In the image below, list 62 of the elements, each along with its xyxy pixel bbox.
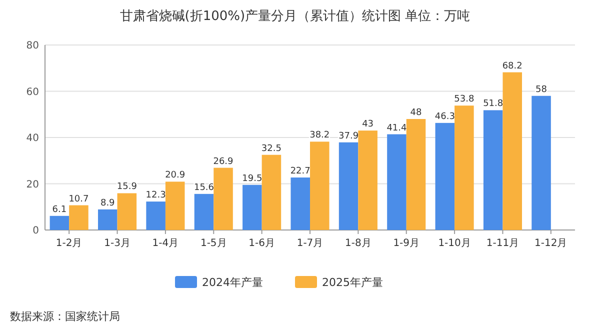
bar [483, 110, 503, 230]
x-tick-label: 1-2月 [56, 238, 82, 249]
y-tick-label: 20 [26, 179, 39, 190]
x-tick-label: 1-5月 [200, 238, 227, 249]
data-label: 32.5 [261, 144, 282, 154]
legend-label: 2024年产量 [202, 276, 263, 289]
data-label: 46.3 [434, 112, 455, 122]
legend-label: 2025年产量 [322, 276, 383, 289]
y-tick-label: 0 [32, 226, 39, 236]
bar [117, 193, 137, 230]
bar [214, 168, 233, 230]
y-tick-label: 40 [26, 133, 39, 144]
bar [50, 216, 70, 230]
x-tick-label: 1-4月 [152, 238, 179, 249]
y-tick-label: 80 [26, 40, 39, 52]
x-tick-label: 1-3月 [104, 238, 130, 249]
data-label: 8.9 [100, 198, 116, 208]
data-label: 48 [410, 108, 422, 118]
bar [358, 130, 378, 230]
x-tick-label: 1-8月 [345, 238, 372, 249]
chart-title: 甘肃省烧碱(折100%)产量分月（累计值）统计图 单位：万吨 [120, 9, 470, 24]
data-label: 41.4 [386, 123, 408, 134]
bar [69, 205, 88, 230]
data-label: 12.3 [146, 190, 166, 201]
bar [98, 209, 118, 230]
x-tick-label: 1-9月 [393, 238, 420, 249]
data-label: 26.9 [213, 156, 234, 167]
bar [262, 154, 282, 230]
y-tick-label: 60 [26, 86, 39, 98]
data-label: 10.7 [68, 194, 89, 204]
bar [146, 202, 166, 230]
data-label: 38.2 [310, 130, 330, 141]
x-tick-label: 1-7月 [296, 238, 324, 249]
bar [165, 182, 185, 230]
bar [290, 178, 310, 230]
x-tick-label: 1-6月 [248, 238, 275, 249]
data-label: 37.9 [338, 131, 359, 142]
x-tick-label: 1-10月 [438, 238, 471, 249]
data-label: 15.9 [116, 182, 138, 192]
data-label: 19.5 [242, 174, 262, 184]
data-label: 6.1 [52, 204, 67, 215]
bar [435, 122, 455, 230]
data-label: 22.7 [290, 166, 310, 177]
bar [338, 142, 358, 230]
bar [406, 119, 426, 230]
data-label: 20.9 [165, 170, 186, 181]
bar [242, 184, 262, 230]
bar [310, 142, 330, 230]
data-label: 51.8 [483, 99, 504, 110]
x-tick-label: 1-11月 [486, 238, 520, 249]
source-note: 数据来源：国家统计局 [10, 310, 120, 323]
bar [387, 134, 406, 230]
bar [502, 72, 522, 230]
data-label: 68.2 [502, 61, 522, 72]
x-tick-label: 1-12月 [534, 238, 568, 249]
bar [532, 96, 551, 230]
data-label: 43 [362, 120, 374, 130]
bar [194, 194, 214, 230]
data-label: 15.6 [194, 182, 214, 193]
data-label: 58 [536, 84, 548, 95]
data-label: 53.8 [454, 94, 474, 105]
bar [454, 106, 474, 230]
